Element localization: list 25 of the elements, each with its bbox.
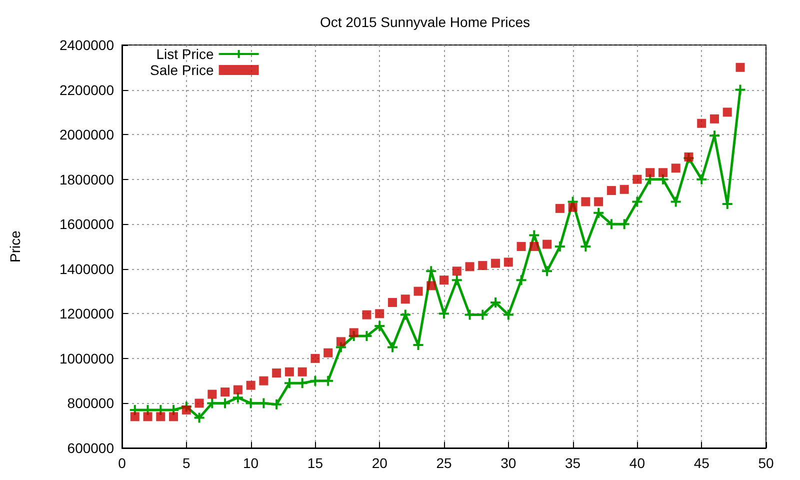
legend-label: List Price — [156, 46, 214, 62]
chart-title: Oct 2015 Sunnyvale Home Prices — [320, 14, 530, 30]
x-tick-label: 30 — [500, 455, 516, 471]
y-tick-label: 1800000 — [59, 171, 114, 188]
y-tick-label: 800000 — [67, 395, 114, 412]
x-tick-label: 35 — [565, 455, 581, 471]
y-tick-label: 2400000 — [59, 37, 114, 53]
x-tick-label: 50 — [758, 455, 774, 471]
x-tick-label: 10 — [243, 455, 259, 471]
x-tick-label: 15 — [307, 455, 324, 471]
x-tick-label: 0 — [118, 455, 126, 471]
legend-label: Sale Price — [150, 62, 214, 78]
x-tick-label: 40 — [629, 455, 646, 471]
y-tick-label: 1000000 — [59, 350, 114, 366]
y-tick-label: 600000 — [67, 440, 114, 456]
x-tick-label: 25 — [436, 455, 452, 471]
x-tick-label: 20 — [372, 455, 388, 471]
x-tick-label: 45 — [694, 455, 710, 471]
x-tick-label: 5 — [182, 455, 190, 471]
y-tick-label: 2200000 — [59, 82, 114, 98]
y-axis-title: Price — [7, 230, 23, 262]
y-tick-label: 1400000 — [59, 260, 114, 277]
y-tick-label: 1600000 — [59, 216, 114, 232]
y-tick-label: 2000000 — [59, 126, 114, 143]
y-tick-label: 1200000 — [59, 306, 114, 322]
